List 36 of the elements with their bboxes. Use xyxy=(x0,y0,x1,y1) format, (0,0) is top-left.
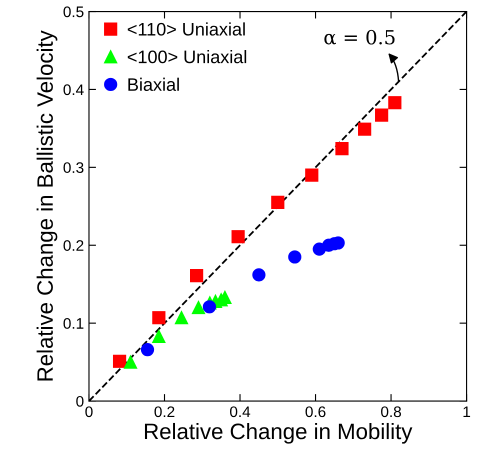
y-tick-label: 0.1 xyxy=(63,318,84,329)
point xyxy=(202,300,216,314)
x-tick-label: 0.2 xyxy=(154,406,174,418)
y-tick-label: 0.3 xyxy=(63,162,84,174)
point xyxy=(140,343,154,356)
point xyxy=(358,122,372,136)
legend-label: Biaxial xyxy=(128,78,179,91)
point xyxy=(174,311,188,324)
point xyxy=(252,268,266,282)
point xyxy=(271,196,284,209)
x-tick-label: 0.4 xyxy=(230,406,250,418)
x-tick-label: 0.6 xyxy=(306,406,326,418)
x-tick-label: 1 xyxy=(463,406,470,418)
legend-label: <110> Uniaxial xyxy=(128,22,245,36)
y-tick-label: 0.5 xyxy=(63,6,84,18)
point xyxy=(232,230,245,244)
annotation: α = 0.5 xyxy=(324,30,395,45)
point xyxy=(112,354,126,368)
x-tick-label: 0.8 xyxy=(381,406,402,418)
point xyxy=(375,108,388,122)
point xyxy=(192,300,206,314)
point xyxy=(124,356,138,369)
point xyxy=(388,96,402,110)
legend-label: <100> Uniaxial xyxy=(128,50,246,64)
x-tick-label: 0 xyxy=(85,406,93,418)
y-tick-label: 0 xyxy=(76,396,84,407)
point xyxy=(190,269,204,282)
x-axis-title: Relative Change in Mobility xyxy=(144,422,412,444)
y-axis-title: Relative Change in Ballistic Velocity xyxy=(36,30,58,380)
y-tick-label: 0.2 xyxy=(63,240,84,251)
point xyxy=(152,311,166,324)
point xyxy=(288,250,302,264)
y-tick-label: 0.4 xyxy=(63,84,84,96)
point xyxy=(305,168,318,182)
point xyxy=(335,142,349,156)
point xyxy=(152,330,166,344)
